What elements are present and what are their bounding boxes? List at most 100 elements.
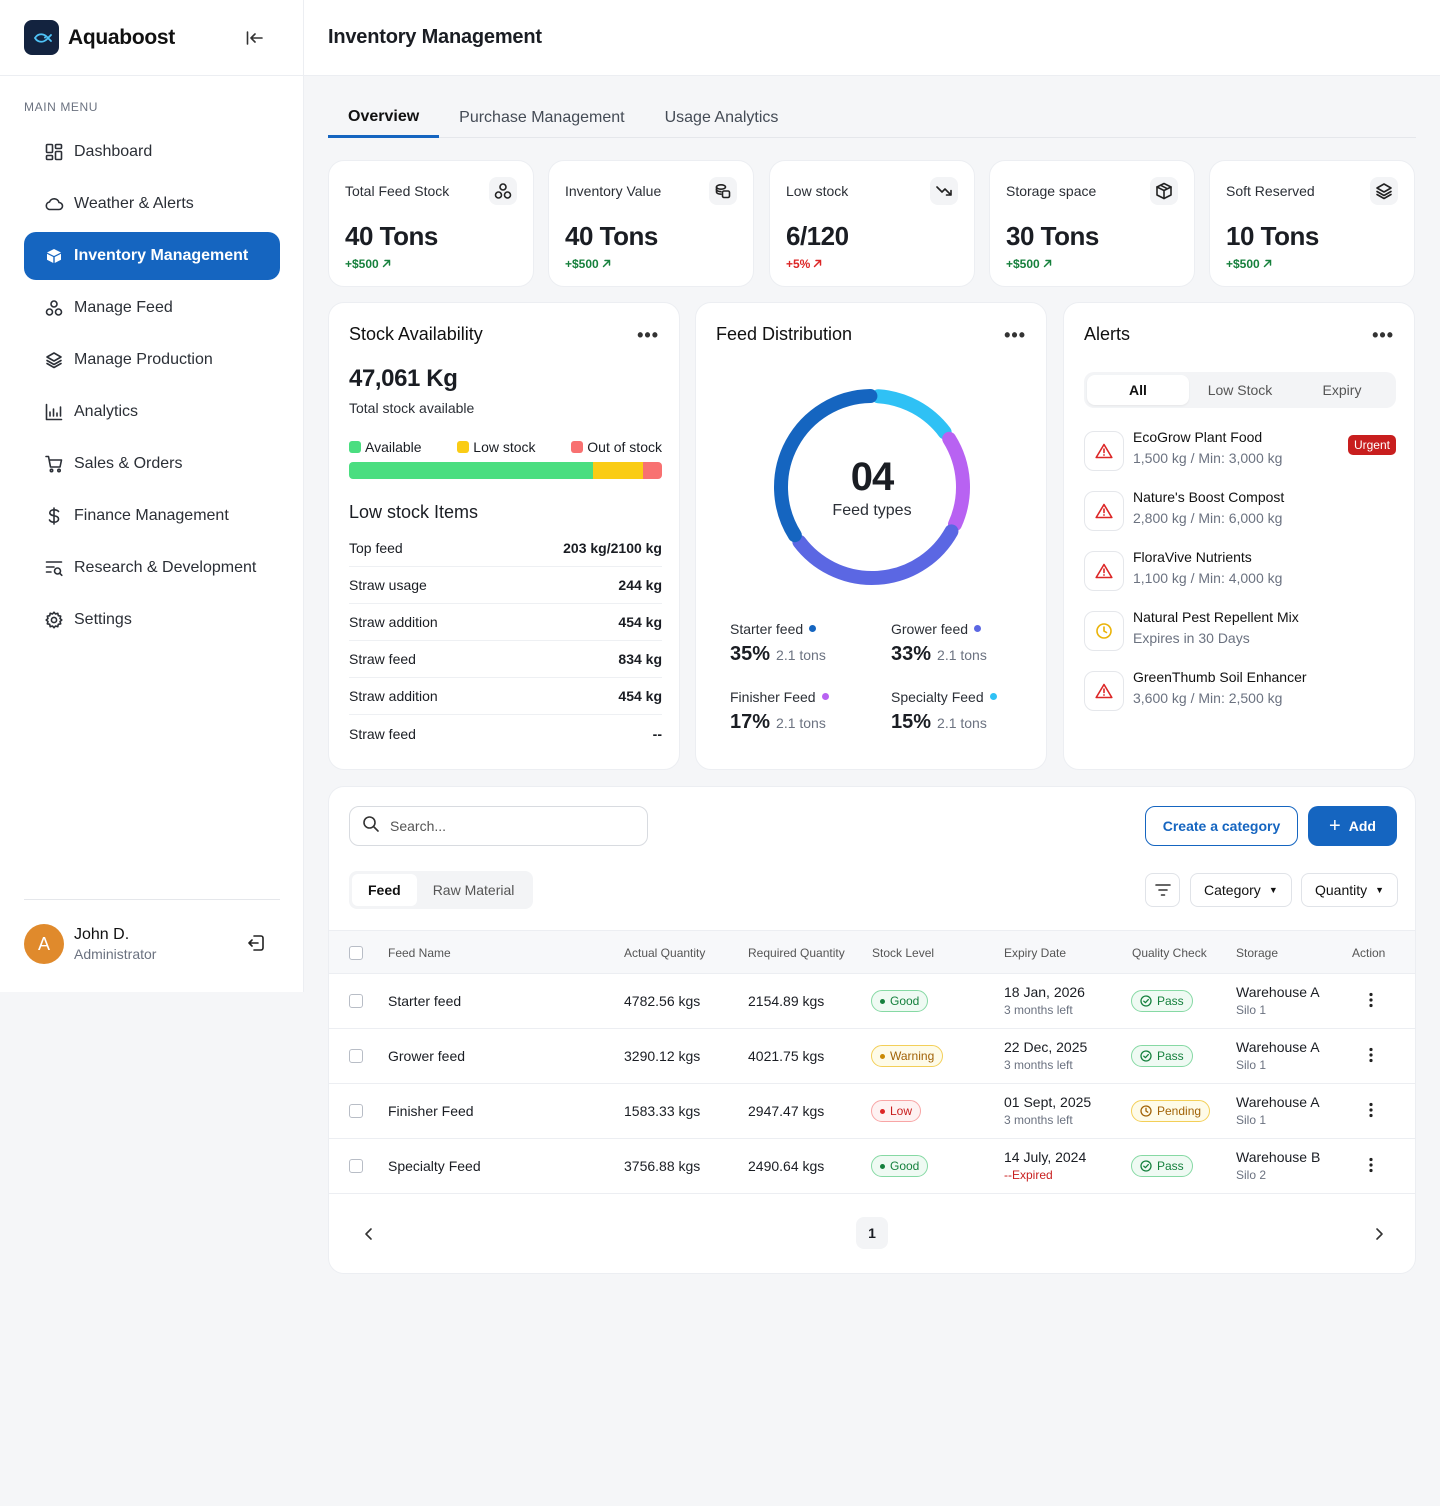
actual-quantity: 3756.88 kgs <box>624 1158 701 1174</box>
tab-purchase-management[interactable]: Purchase Management <box>459 109 625 126</box>
caret-down-icon: ▼ <box>1375 885 1385 895</box>
table-row[interactable]: Specialty Feed 3756.88 kgs 2490.64 kgs Good… <box>329 1139 1415 1194</box>
storage-silo: Silo 1 <box>1236 1113 1267 1127</box>
add-button[interactable]: + Add <box>1308 806 1397 846</box>
total-stock-label: Total stock available <box>349 400 475 416</box>
quantity-dropdown[interactable]: Quantity ▼ <box>1301 873 1399 907</box>
sidebar: Aquaboost MAIN MENU Dashboard Weather & A… <box>0 0 304 992</box>
row-checkbox[interactable] <box>349 1159 363 1173</box>
table-header: Feed Name Actual Quantity Required Quant… <box>329 930 1415 974</box>
more-vertical-icon[interactable] <box>1369 1102 1373 1121</box>
more-options-icon[interactable]: ••• <box>1004 325 1026 345</box>
stock-bar-segment-low-stock <box>593 462 644 479</box>
low-stock-row: Straw feed -- <box>349 715 662 752</box>
overview-tabs: Overview Purchase Management Usage Analy… <box>328 100 1416 138</box>
create-category-button[interactable]: Create a category <box>1145 806 1298 846</box>
donut-slice-starter-feed <box>774 389 878 543</box>
alert-item[interactable]: Natural Pest Repellent Mix Expires in 30 … <box>1084 609 1396 653</box>
table-row[interactable]: Starter feed 4782.56 kgs 2154.89 kgs Good 18… <box>329 974 1415 1029</box>
sidebar-item-label: Settings <box>74 611 132 628</box>
chevron-left-icon[interactable] <box>359 1224 379 1249</box>
avatar: A <box>24 924 64 964</box>
stock-level-badge: Good <box>871 1155 929 1177</box>
warning-triangle-icon <box>1084 551 1124 591</box>
stock-level-badge: Good <box>871 990 929 1012</box>
more-vertical-icon[interactable] <box>1369 992 1373 1011</box>
alert-item[interactable]: Nature's Boost Compost 2,800 kg / Min: 6,… <box>1084 489 1396 533</box>
cart-icon <box>44 454 64 474</box>
search-box[interactable] <box>349 806 648 846</box>
collapse-sidebar-icon[interactable] <box>244 28 266 48</box>
filter-icon[interactable] <box>1145 873 1180 907</box>
more-vertical-icon[interactable] <box>1369 1047 1373 1066</box>
user-role: Administrator <box>74 946 157 962</box>
more-options-icon[interactable]: ••• <box>1372 325 1394 345</box>
sidebar-item-sales-orders[interactable]: Sales & Orders <box>24 440 280 488</box>
chevron-right-icon[interactable] <box>1369 1224 1389 1249</box>
sidebar-item-label: Sales & Orders <box>74 455 183 472</box>
feed-tons: 2.1 tons <box>776 715 826 731</box>
quality-check-badge: Pass <box>1131 1155 1193 1177</box>
circles-icon <box>489 177 517 205</box>
kpi-card: Soft Reserved 10 Tons +$500 <box>1209 160 1415 287</box>
sidebar-item-research-development[interactable]: Research & Development <box>24 544 280 592</box>
user-name: John D. <box>74 926 130 943</box>
sidebar-item-dashboard[interactable]: Dashboard <box>24 128 280 176</box>
page-number[interactable]: 1 <box>856 1217 888 1249</box>
alert-item[interactable]: GreenThumb Soil Enhancer 3,600 kg / Min: … <box>1084 669 1396 713</box>
sidebar-item-label: Research & Development <box>74 559 257 576</box>
sidebar-item-finance-management[interactable]: Finance Management <box>24 492 280 540</box>
legend-available: Available <box>349 439 422 455</box>
alert-filter-all[interactable]: All <box>1087 375 1189 405</box>
kpi-value: 30 Tons <box>1006 221 1099 251</box>
item-value: 454 kg <box>618 614 662 630</box>
donut-slice-finisher-feed <box>942 431 970 532</box>
item-name: Straw usage <box>349 577 427 593</box>
alert-filter-expiry[interactable]: Expiry <box>1322 382 1362 398</box>
select-all-checkbox[interactable] <box>349 946 363 960</box>
stock-availability-panel: Stock Availability ••• 47,061 Kg Total s… <box>328 302 680 770</box>
alert-name: FloraVive Nutrients <box>1133 549 1252 565</box>
tab-usage-analytics[interactable]: Usage Analytics <box>664 109 779 126</box>
row-checkbox[interactable] <box>349 1104 363 1118</box>
kpi-label: Soft Reserved <box>1226 183 1315 199</box>
feed-share-item: Starter feed 35% 2.1 tons <box>730 621 880 666</box>
alert-name: Nature's Boost Compost <box>1133 489 1285 505</box>
sidebar-item-settings[interactable]: Settings <box>24 596 280 644</box>
logout-icon[interactable] <box>246 933 266 958</box>
more-vertical-icon[interactable] <box>1369 1157 1373 1176</box>
row-checkbox[interactable] <box>349 1049 363 1063</box>
low-stock-row: Straw addition 454 kg <box>349 604 662 641</box>
sidebar-item-manage-production[interactable]: Manage Production <box>24 336 280 384</box>
storage-silo: Silo 2 <box>1236 1168 1267 1182</box>
tab-feed[interactable]: Feed <box>352 874 417 906</box>
more-options-icon[interactable]: ••• <box>637 325 659 345</box>
kpi-label: Low stock <box>786 183 849 199</box>
table-row[interactable]: Grower feed 3290.12 kgs 4021.75 kgs Warning… <box>329 1029 1415 1084</box>
inventory-table-card: Create a category + Add Feed Raw Materia… <box>328 786 1416 1274</box>
sidebar-item-label: Finance Management <box>74 507 229 524</box>
warning-triangle-icon <box>1084 431 1124 471</box>
sidebar-item-analytics[interactable]: Analytics <box>24 388 280 436</box>
sidebar-item-inventory-management[interactable]: Inventory Management <box>24 232 280 280</box>
alert-item[interactable]: EcoGrow Plant Food 1,500 kg / Min: 3,000 … <box>1084 429 1396 473</box>
sidebar-item-weather-alerts[interactable]: Weather & Alerts <box>24 180 280 228</box>
category-dropdown[interactable]: Category ▼ <box>1190 873 1292 907</box>
required-quantity: 2154.89 kgs <box>748 993 825 1009</box>
table-row[interactable]: Finisher Feed 1583.33 kgs 2947.47 kgs Low 01… <box>329 1084 1415 1139</box>
sidebar-item-label: Dashboard <box>74 143 153 160</box>
feed-name: Specialty Feed <box>891 689 984 705</box>
feed-name: Finisher Feed <box>730 689 816 705</box>
tab-raw-material[interactable]: Raw Material <box>432 882 515 898</box>
alert-filter-low-stock[interactable]: Low Stock <box>1207 382 1273 398</box>
sidebar-item-manage-feed[interactable]: Manage Feed <box>24 284 280 332</box>
required-quantity: 2947.47 kgs <box>748 1103 825 1119</box>
user-profile[interactable]: A John D. Administrator <box>24 924 280 964</box>
alert-name: EcoGrow Plant Food <box>1133 429 1263 445</box>
legend-dot <box>989 693 997 700</box>
tab-overview[interactable]: Overview <box>328 100 440 138</box>
alert-item[interactable]: FloraVive Nutrients 1,100 kg / Min: 4,000… <box>1084 549 1396 593</box>
search-input[interactable] <box>390 818 630 834</box>
row-checkbox[interactable] <box>349 994 363 1008</box>
cloud-icon <box>44 194 64 214</box>
